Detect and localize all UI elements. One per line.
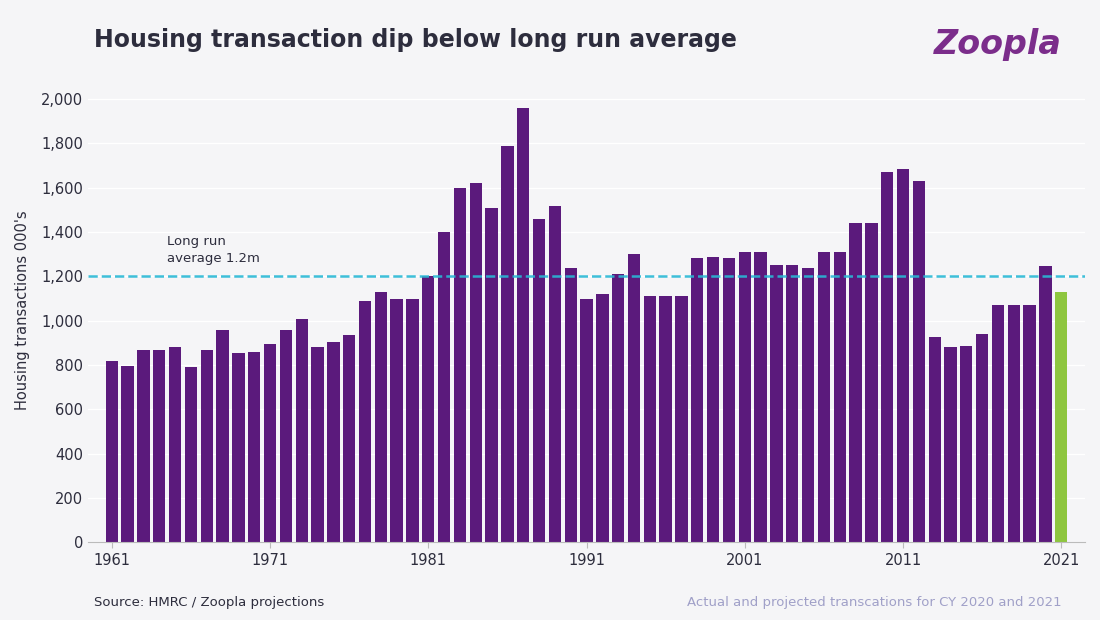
Bar xyxy=(928,337,940,542)
Bar xyxy=(628,254,640,542)
Bar xyxy=(913,181,925,542)
Bar xyxy=(707,257,719,542)
Bar xyxy=(327,342,340,542)
Bar xyxy=(849,223,861,542)
Bar xyxy=(138,350,150,542)
Bar xyxy=(169,347,182,542)
Bar xyxy=(249,352,261,542)
Bar xyxy=(723,258,735,542)
Bar xyxy=(738,252,751,542)
Bar xyxy=(485,208,498,542)
Bar xyxy=(944,347,957,542)
Bar xyxy=(596,294,608,542)
Bar xyxy=(992,305,1004,542)
Bar xyxy=(802,268,814,542)
Bar xyxy=(359,301,371,542)
Bar xyxy=(502,146,514,542)
Bar xyxy=(581,299,593,542)
Bar xyxy=(185,367,197,542)
Bar xyxy=(549,206,561,542)
Bar xyxy=(121,366,134,542)
Text: Housing transaction dip below long run average: Housing transaction dip below long run a… xyxy=(94,28,736,52)
Bar xyxy=(296,319,308,542)
Bar xyxy=(232,353,244,542)
Bar xyxy=(834,252,846,542)
Bar xyxy=(1008,305,1020,542)
Bar xyxy=(675,296,688,542)
Bar xyxy=(390,299,403,542)
Bar xyxy=(406,299,419,542)
Bar xyxy=(960,346,972,542)
Bar xyxy=(755,252,767,542)
Text: Long run
average 1.2m: Long run average 1.2m xyxy=(167,235,260,265)
Text: Actual and projected transcations for CY 2020 and 2021: Actual and projected transcations for CY… xyxy=(686,596,1062,609)
Bar xyxy=(1055,292,1067,542)
Bar xyxy=(532,219,546,542)
Y-axis label: Housing transactions 000's: Housing transactions 000's xyxy=(15,210,30,409)
Bar xyxy=(612,274,625,542)
Bar xyxy=(438,232,450,542)
Bar xyxy=(200,350,213,542)
Bar xyxy=(217,330,229,542)
Bar xyxy=(106,361,118,542)
Bar xyxy=(311,347,323,542)
Bar xyxy=(343,335,355,542)
Bar xyxy=(866,223,878,542)
Bar xyxy=(976,334,988,542)
Bar xyxy=(279,330,293,542)
Bar xyxy=(786,265,799,542)
Bar xyxy=(517,108,529,542)
Bar xyxy=(470,184,482,542)
Bar xyxy=(264,344,276,542)
Bar xyxy=(644,296,656,542)
Bar xyxy=(454,188,466,542)
Bar xyxy=(660,296,672,542)
Bar xyxy=(1040,267,1052,542)
Bar xyxy=(375,292,387,542)
Bar xyxy=(1023,305,1036,542)
Text: Source: HMRC / Zoopla projections: Source: HMRC / Zoopla projections xyxy=(94,596,323,609)
Bar xyxy=(422,277,435,542)
Bar xyxy=(881,172,893,542)
Text: Zoopla: Zoopla xyxy=(934,28,1062,61)
Bar xyxy=(770,265,782,542)
Bar xyxy=(817,252,830,542)
Bar xyxy=(153,350,165,542)
Bar xyxy=(896,169,910,542)
Bar xyxy=(564,268,576,542)
Bar xyxy=(691,258,704,542)
